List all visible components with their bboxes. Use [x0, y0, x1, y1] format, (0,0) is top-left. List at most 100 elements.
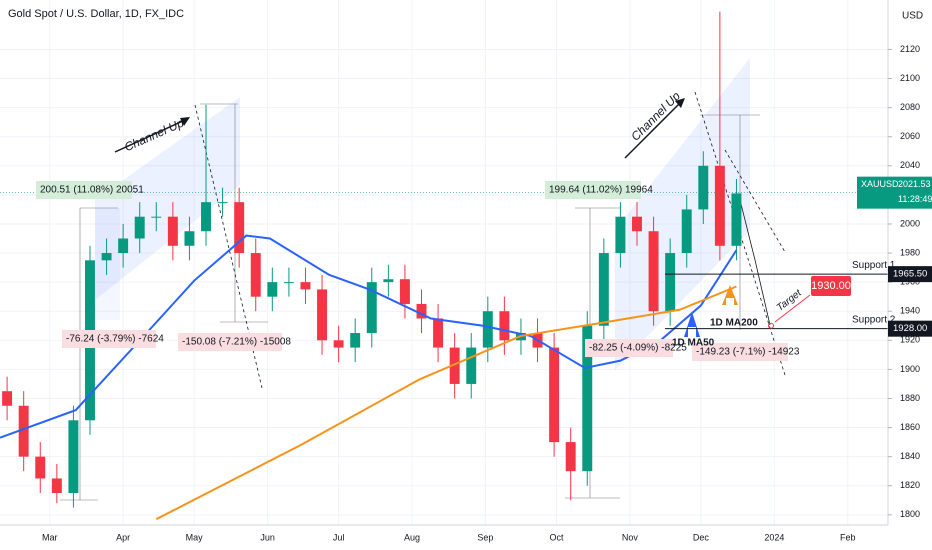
- y-tick-label: 1860: [900, 422, 920, 432]
- candle-body: [433, 318, 444, 348]
- y-tick-label: 1920: [900, 335, 920, 345]
- candle-body: [549, 347, 560, 443]
- arrow-head: [180, 117, 190, 126]
- x-tick-label: Apr: [116, 532, 130, 542]
- x-tick-label: Feb: [840, 532, 856, 542]
- candle-body: [698, 165, 709, 210]
- candle-body: [499, 311, 510, 341]
- candle-body: [449, 347, 460, 384]
- y-tick-label: 1800: [900, 509, 920, 519]
- y-tick-label: 2040: [900, 160, 920, 170]
- arrow-head: [675, 98, 685, 108]
- channel-up: [95, 97, 240, 300]
- level-label: 1965.50: [893, 269, 927, 280]
- candle-body: [51, 478, 62, 494]
- ma50-arrow: [684, 312, 700, 337]
- measure-label: -82.25 (-4.09%) -8225: [589, 343, 687, 354]
- measure-label: 200.51 (11.08%) 20051: [40, 185, 144, 196]
- support-name: Support 2: [852, 314, 896, 325]
- y-tick-label: 2060: [900, 131, 920, 141]
- level-badge: [888, 266, 932, 283]
- candle-body: [565, 442, 576, 472]
- x-tick-label: 2024: [764, 532, 784, 542]
- support-name: Support 1: [852, 260, 896, 271]
- measure-label: -150.08 (-7.21%) -15008: [182, 337, 291, 348]
- level-badge: [888, 320, 932, 337]
- candle-body: [665, 253, 676, 312]
- target-badge: [811, 276, 851, 296]
- candle-body: [2, 391, 13, 406]
- candle-body: [383, 279, 394, 283]
- y-tick-label: 2000: [900, 218, 920, 228]
- last-price-label: 2021.53: [898, 179, 931, 189]
- y-tick-label: 1940: [900, 306, 920, 316]
- candle-body: [134, 216, 145, 239]
- arrow: [624, 102, 681, 159]
- candle-body: [201, 202, 211, 232]
- candle-body: [366, 282, 377, 334]
- candle-body: [582, 325, 593, 472]
- candle-body: [714, 165, 725, 246]
- measure-label-bg: [36, 181, 132, 199]
- candle-body: [350, 333, 361, 348]
- x-tick-label: Sep: [477, 532, 493, 542]
- candle-body: [151, 216, 162, 218]
- candle-body: [466, 347, 477, 384]
- y-tick-label: 2080: [900, 102, 920, 112]
- candle-body: [300, 282, 311, 290]
- measure-label: -149.23 (-7.1%) -14923: [696, 347, 800, 358]
- x-tick-label: Nov: [622, 532, 639, 542]
- candle-body: [648, 231, 659, 312]
- measure-box: [95, 208, 120, 320]
- projection: [739, 199, 771, 326]
- candle-body: [731, 193, 742, 246]
- candle-body: [482, 311, 493, 348]
- y-tick-label: 1880: [900, 393, 920, 403]
- candle-body: [333, 340, 344, 348]
- measure-label-bg: [545, 181, 641, 199]
- y-tick-label: 2100: [900, 73, 920, 83]
- x-tick-label: Jul: [333, 532, 345, 542]
- countdown-label: 11:28:49: [898, 194, 932, 204]
- measure-label-bg: [62, 330, 156, 348]
- arrow: [114, 119, 186, 153]
- candle-body: [250, 253, 261, 297]
- candle-body: [35, 456, 46, 479]
- candle-body: [267, 282, 278, 297]
- candle-body: [18, 405, 29, 457]
- x-tick-label: Mar: [42, 532, 58, 542]
- candle-body: [167, 216, 178, 246]
- candle-body: [283, 282, 294, 284]
- ma-line: [155, 285, 737, 521]
- x-tick-label: Jun: [260, 532, 275, 542]
- measure-label: -76.24 (-3.79%) -7624: [66, 334, 164, 345]
- measure-label-bg: [585, 339, 673, 357]
- level-label: 1928.00: [893, 323, 927, 334]
- candle-body: [317, 289, 328, 341]
- price-badge: [857, 176, 932, 209]
- y-tick-label: 1840: [900, 451, 920, 461]
- chart-title: Gold Spot / U.S. Dollar, 1D, FX_IDC: [8, 8, 184, 20]
- candle-body: [681, 209, 692, 254]
- target-point: [768, 322, 774, 329]
- x-tick-label: Dec: [693, 532, 710, 542]
- axis-labels: 1800182018401860188019001920194019601980…: [42, 44, 932, 542]
- candle-body: [598, 253, 609, 326]
- symbol-label: XAUUSD: [861, 179, 899, 189]
- candle-body: [101, 253, 112, 261]
- target-arrow: [774, 294, 811, 323]
- y-tick-label: 1980: [900, 247, 920, 257]
- y-tick-label: 1900: [900, 364, 920, 374]
- trend-line: [724, 149, 786, 253]
- candle-body: [118, 238, 129, 254]
- candle-body: [184, 231, 195, 246]
- y-tick-label: 1820: [900, 480, 920, 490]
- target-label: 1930.00: [811, 280, 851, 292]
- candle-body: [217, 202, 228, 204]
- x-tick-label: May: [186, 532, 204, 542]
- candle-body: [234, 202, 245, 254]
- ma200-arrow: [722, 285, 738, 305]
- measure-label-bg: [178, 333, 282, 351]
